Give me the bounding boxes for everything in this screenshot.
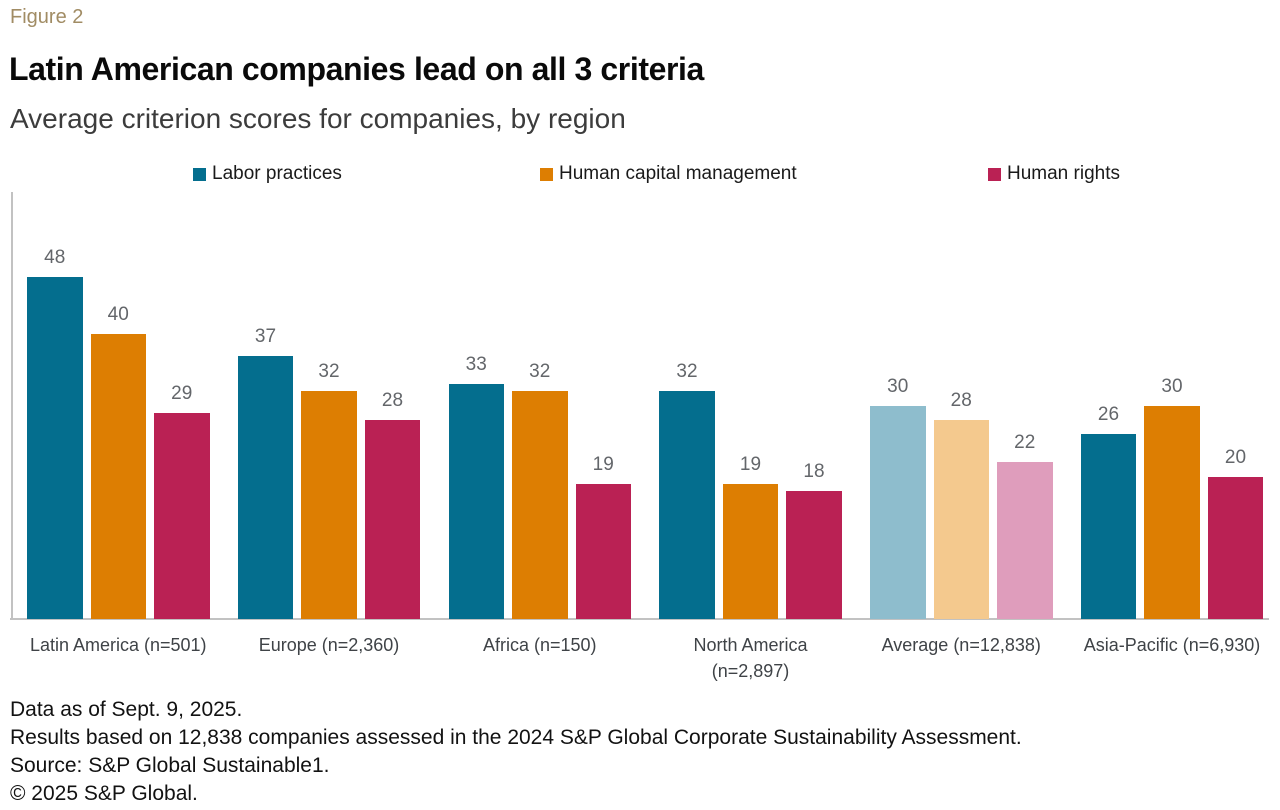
figure-label: Figure 2 — [10, 6, 84, 28]
legend-label: Human capital management — [559, 163, 797, 184]
legend-label: Labor practices — [212, 163, 342, 184]
bar-labor-practices-latin-america-n-501 — [27, 277, 83, 619]
bar-value-label: 28 — [950, 389, 972, 411]
page-subtitle: Average criterion scores for companies, … — [10, 103, 626, 134]
category-label-average-n-12-838: Average (n=12,838) — [881, 635, 1041, 655]
x-axis-line — [10, 618, 1269, 620]
bar-value-label: 19 — [739, 453, 762, 475]
bar-value-label: 37 — [254, 325, 277, 347]
bar-human-capital-management-latin-america-n-501 — [90, 334, 146, 619]
category-label-africa-n-150: Africa (n=150) — [482, 635, 597, 655]
bar-human-capital-management-average-n-12-838 — [933, 419, 989, 619]
legend-swatch-icon — [988, 167, 1001, 181]
bar-human-rights-latin-america-n-501 — [154, 412, 210, 619]
category-label-europe-n-2-360: Europe (n=2,360) — [258, 635, 400, 655]
bar-human-capital-management-north-america-n-2-897 — [722, 483, 779, 619]
bar-value-label: 32 — [318, 361, 340, 383]
bar-value-label: 20 — [1224, 446, 1247, 468]
footnote-line: Source: S&P Global Sustainable1. — [10, 754, 330, 777]
bar-value-label: 28 — [381, 389, 404, 411]
bar-value-label: 19 — [592, 453, 614, 475]
bar-value-label: 18 — [803, 460, 825, 482]
bar-human-rights-asia-pacific-n-6-930 — [1207, 476, 1264, 619]
bar-value-label: 30 — [887, 375, 909, 397]
bar-human-rights-europe-n-2-360 — [364, 419, 421, 619]
bar-value-label: 30 — [1161, 375, 1183, 397]
bar-human-capital-management-europe-n-2-360 — [301, 391, 357, 619]
footnote-line: © 2025 S&P Global. — [10, 782, 198, 805]
bar-labor-practices-asia-pacific-n-6-930 — [1080, 433, 1137, 619]
bar-value-label: 22 — [1014, 432, 1036, 454]
legend-swatch-icon — [540, 167, 553, 181]
footnote-line: Results based on 12,838 companies assess… — [10, 726, 1022, 749]
category-label-latin-america-n-501: Latin America (n=501) — [29, 635, 207, 655]
bar-human-rights-africa-n-150 — [575, 483, 631, 619]
bar-human-rights-average-n-12-838 — [997, 462, 1053, 619]
bar-human-rights-north-america-n-2-897 — [786, 490, 842, 619]
legend-item-labor-practices: Labor practices — [193, 163, 342, 185]
category-label-north-america-n-2-897: North America (n=2,897) — [693, 635, 808, 681]
y-axis-line — [11, 192, 13, 620]
page-title: Latin American companies lead on all 3 c… — [9, 51, 704, 87]
bar-labor-practices-europe-n-2-360 — [237, 355, 294, 619]
category-label-asia-pacific-n-6-930: Asia-Pacific (n=6,930) — [1083, 635, 1261, 655]
bar-human-capital-management-africa-n-150 — [512, 391, 568, 619]
bar-human-capital-management-asia-pacific-n-6-930 — [1144, 405, 1200, 619]
footnote-line: Data as of Sept. 9, 2025. — [10, 698, 243, 721]
bar-value-label: 32 — [529, 361, 551, 383]
bar-labor-practices-north-america-n-2-897 — [659, 391, 715, 619]
legend-item-human-rights: Human rights — [988, 163, 1120, 185]
bar-value-label: 33 — [465, 354, 487, 376]
legend-label: Human rights — [1007, 163, 1120, 184]
bar-labor-practices-average-n-12-838 — [870, 405, 926, 619]
bar-value-label: 26 — [1097, 403, 1120, 425]
bar-labor-practices-africa-n-150 — [448, 384, 504, 619]
bar-value-label: 29 — [171, 382, 193, 404]
legend-swatch-icon — [193, 167, 206, 181]
bar-value-label: 48 — [44, 247, 66, 269]
bar-value-label: 32 — [676, 361, 698, 383]
bar-value-label: 40 — [107, 304, 129, 326]
legend-item-human-capital-management: Human capital management — [540, 163, 797, 185]
footnotes: Data as of Sept. 9, 2025. Results based … — [10, 696, 1022, 808]
